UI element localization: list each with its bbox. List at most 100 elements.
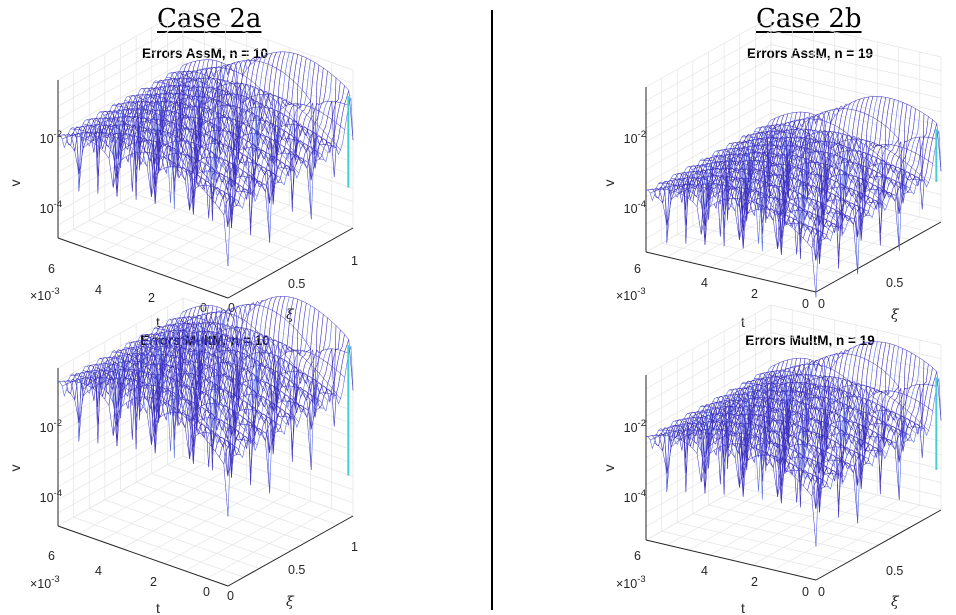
mesh-line-xi xyxy=(112,105,283,204)
t-axis-label: t xyxy=(156,600,160,615)
mesh-line-xi xyxy=(770,96,942,172)
mesh-line-xi xyxy=(82,123,254,215)
mesh-line-xi xyxy=(99,357,270,494)
mesh-line-xi xyxy=(103,108,274,181)
mesh-line-xi xyxy=(704,154,875,210)
t-exponent: ×10-3 xyxy=(616,574,646,591)
z-tick-label: 10-2 xyxy=(624,129,646,146)
xi-tick-label: 0.5 xyxy=(886,564,903,578)
mesh-line-xi xyxy=(729,142,900,251)
mesh-line-xi xyxy=(116,346,287,425)
mesh-line-xi xyxy=(650,184,821,240)
mesh-line-xi xyxy=(161,77,333,153)
grid-line xyxy=(79,175,205,246)
mesh-line-xi xyxy=(170,316,341,407)
mesh-line-xi xyxy=(716,393,887,474)
mesh-line-xi xyxy=(87,117,258,205)
z-axis-label: v xyxy=(601,465,617,472)
mesh-line-xi xyxy=(662,177,833,233)
xi-tick-label: 0.5 xyxy=(886,276,903,290)
surface-plot-multm-n19: Errors MultM, n = 19 10-2 10-4 v 6 4 2 0… xyxy=(601,304,942,615)
mesh-line-xi xyxy=(141,88,312,220)
mesh-line-xi xyxy=(161,322,333,401)
t-tick-label: 2 xyxy=(751,575,758,589)
mesh-line-xi xyxy=(149,330,320,413)
mesh-line-xi xyxy=(78,124,249,200)
mesh-line-xi xyxy=(675,171,846,249)
mesh-line-xi xyxy=(766,353,937,440)
mesh-line-xi xyxy=(70,375,241,477)
grid-line xyxy=(724,495,895,537)
grid-line xyxy=(79,463,205,534)
grid-line xyxy=(100,182,226,254)
grid-line xyxy=(57,455,184,527)
mesh-line-xi xyxy=(662,423,833,481)
mesh-line-xi xyxy=(62,131,233,204)
grid-line xyxy=(739,487,910,528)
grid-line xyxy=(100,470,226,542)
mesh-line-xi xyxy=(687,165,858,275)
mesh-line-xi xyxy=(178,60,349,156)
axis-line xyxy=(645,539,817,581)
surface-mesh xyxy=(57,51,354,267)
xi-tick-label: 1 xyxy=(351,540,358,554)
t-exponent: ×10-3 xyxy=(30,286,60,303)
mesh-line-xi xyxy=(754,131,925,204)
grid-line xyxy=(667,474,793,546)
t-axis-label: t xyxy=(156,314,160,330)
t-axis-label: t xyxy=(741,600,745,615)
t-tick-label: 6 xyxy=(634,262,641,276)
mesh-line-xi xyxy=(741,136,912,214)
mesh-line-xi xyxy=(733,382,904,441)
z-tick-label: 10-4 xyxy=(624,199,646,216)
grid-line xyxy=(739,199,910,240)
mesh-line-xi xyxy=(103,353,274,429)
mesh-line-xi xyxy=(745,376,917,434)
axis-line xyxy=(815,221,942,293)
grid-line xyxy=(667,186,793,258)
surface-plot-assm-n19: Errors AssM, n = 19 10-2 10-4 v 6 4 2 0 … xyxy=(601,16,942,330)
axis-line xyxy=(227,227,354,299)
xi-axis-label: ξ xyxy=(891,307,900,323)
panel-divider xyxy=(491,10,493,610)
mesh-line-xi xyxy=(78,368,249,448)
mesh-line-xi xyxy=(66,133,237,211)
mesh-line-xi xyxy=(733,137,904,194)
xi-axis-label: ξ xyxy=(286,594,295,610)
mesh-line-xi xyxy=(658,183,829,261)
grid-line xyxy=(755,478,926,520)
mesh-line-xi xyxy=(691,406,862,465)
mesh-line-xi xyxy=(128,94,299,181)
mesh-line-xi xyxy=(675,417,846,497)
t-tick-label: 2 xyxy=(148,291,155,305)
mesh-line-xi xyxy=(149,86,320,164)
mesh-line-xi xyxy=(62,376,233,452)
grid-line xyxy=(151,473,322,534)
z-axis-label: v xyxy=(7,465,23,472)
surface-plot-multm-n10: Errors MultM, n = 10 10-2 10-4 v 6 4 2 0… xyxy=(7,296,358,615)
t-exponent: ×10-3 xyxy=(30,574,60,591)
xi-tick-label: 0 xyxy=(228,301,235,315)
mesh-line-xi xyxy=(137,96,308,205)
grid-line xyxy=(724,207,895,249)
surface-mesh xyxy=(645,341,942,547)
mesh-line-xi xyxy=(166,323,337,418)
z-tick-label: 10-2 xyxy=(624,418,646,435)
mesh-line-xi xyxy=(687,411,858,524)
surface-mesh xyxy=(645,96,942,298)
grid-line xyxy=(136,193,307,255)
grid-line xyxy=(120,202,291,264)
grid-line xyxy=(688,479,814,551)
mesh-line-xi xyxy=(716,148,887,226)
grid-line xyxy=(708,216,879,258)
mesh-line-xi xyxy=(153,328,324,430)
plot-title: Errors AssM, n = 10 xyxy=(142,46,268,61)
mesh-line-xi xyxy=(737,381,908,451)
mesh-line-xi xyxy=(132,92,304,192)
mesh-line-xi xyxy=(182,296,354,391)
mesh-line-xi xyxy=(112,351,283,453)
mesh-line-xi xyxy=(741,383,912,463)
mesh-line-xi xyxy=(120,101,291,176)
xi-tick-label: 1 xyxy=(351,254,358,268)
t-tick-label: 4 xyxy=(95,283,102,297)
